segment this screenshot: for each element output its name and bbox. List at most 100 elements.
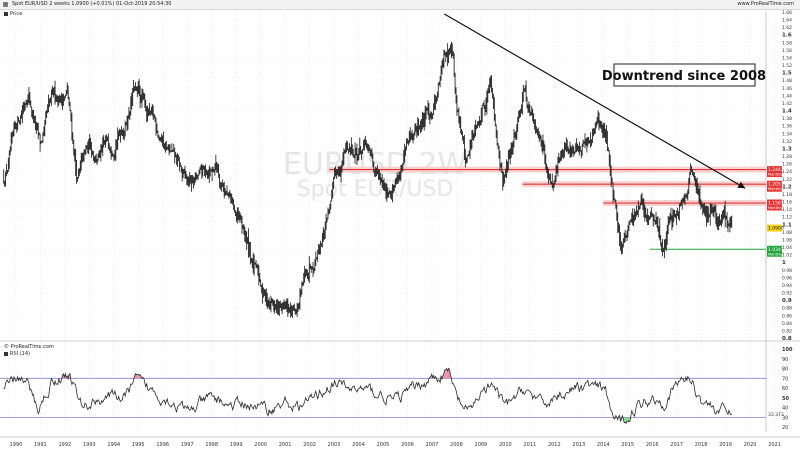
price-legend-swatch [4, 12, 8, 16]
x-tick-label: 2008 [450, 442, 463, 448]
price-tag-value: 1.2057 [768, 182, 784, 188]
window-icon[interactable] [3, 2, 8, 7]
x-tick-label: 2014 [597, 442, 610, 448]
rsi-overbought-fill [136, 374, 138, 379]
price-tick-label: 1.18 [782, 192, 792, 198]
rsi-oversold-fill [625, 417, 627, 424]
price-tick-label: 1.64 [782, 18, 792, 24]
x-axis: 1990 1991 1992 1993 1994 1995 1996 1997 1998 1999… [10, 442, 781, 448]
price-tick-label: 1.42 [782, 101, 792, 107]
x-tick-label: 2007 [426, 442, 439, 448]
annotation-text: Downtrend since 2008 [602, 69, 766, 84]
price-tag-sub: Monthly [768, 206, 783, 210]
x-tick-label: 2000 [254, 442, 267, 448]
price-bars [3, 41, 733, 318]
price-tag: 1.0900 [767, 224, 784, 232]
rsi-overbought-fill [139, 374, 141, 379]
rsi-tick-label: 100 [782, 347, 793, 353]
annotation-box-border [613, 63, 756, 87]
x-tick-label: 2011 [523, 442, 536, 448]
x-tick-label: 2020 [744, 442, 757, 448]
x-tick-label: 2010 [499, 442, 512, 448]
price-tick-label: 1.28 [782, 154, 792, 160]
price-tick-label: 1.6 [782, 33, 792, 39]
rsi-overbought-fill [444, 369, 446, 379]
x-tick-label: 1997 [181, 442, 194, 448]
price-tag-value: 1.0341 [768, 247, 784, 253]
price-tick-label: 0.9 [782, 298, 792, 304]
price-tick-label: 1.4 [782, 109, 792, 115]
annotation-box: Downtrend since 2008 [602, 63, 766, 87]
rsi-last-label: 33.373 [768, 412, 784, 418]
price-labels: 1.2443Monthly1.2057Monthly1.1561Monthly1… [767, 166, 784, 257]
watermark-line2: Spot EUR/USD [297, 177, 454, 202]
brand-link[interactable]: www.ProRealTime.com [737, 1, 794, 7]
price-tick-label: 1.34 [782, 131, 792, 137]
price-tick-label: 0.94 [782, 283, 792, 289]
rsi-tick-label: 40 [782, 406, 788, 412]
price-tick-label: 1.26 [782, 162, 792, 168]
rsi-tick-label: 30 [782, 415, 788, 421]
price-tag-value: 1.0900 [768, 226, 784, 232]
price-tick-label: 0.98 [782, 268, 792, 274]
price-tag-sub: Monthly [768, 252, 783, 256]
rsi-overbought-fill [137, 374, 139, 379]
x-tick-label: 2006 [401, 442, 414, 448]
price-tick-label: 1.58 [782, 40, 792, 46]
x-tick-label: 1999 [230, 442, 243, 448]
price-tick-label: 1.12 [782, 215, 792, 221]
price-tick-label: 1.2 [782, 184, 792, 190]
rsi-legend: © ProRealTime.com RSI (14) [4, 344, 54, 357]
trendline [443, 13, 746, 189]
price-tag-value: 1.1561 [768, 201, 784, 207]
price-tick-label: 1.32 [782, 139, 792, 145]
price-legend: Price [4, 11, 22, 17]
rsi-tick-label: 80 [782, 367, 788, 373]
price-tick-label: 1.66 [782, 10, 792, 16]
rsi-tick-label: 90 [782, 357, 788, 363]
price-tick-label: 1.36 [782, 124, 792, 130]
rsi-overbought-fill [445, 368, 447, 379]
price-tick-label: 1.52 [782, 63, 792, 69]
rsi-y-axis: 20 30 40 50 60 70 80 90 100 33.373 [768, 347, 793, 431]
rsi-oversold-fill [627, 417, 628, 422]
price-tag-sub: Monthly [768, 173, 783, 177]
chart-title: Spot EUR/USD 2 weeks 1.0900 (+0.01%) 01-… [12, 1, 172, 7]
price-tick-label: 0.88 [782, 306, 792, 312]
x-tick-label: 1990 [10, 442, 23, 448]
x-tick-label: 2009 [475, 442, 488, 448]
price-tick-label: 1.06 [782, 237, 792, 243]
x-tick-label: 2019 [719, 442, 732, 448]
price-tag-bg [767, 199, 782, 211]
rsi-tick-label: 70 [782, 376, 788, 382]
price-tick-label: 0.96 [782, 275, 792, 281]
x-tick-label: 1992 [58, 442, 71, 448]
price-tag-bg [767, 224, 782, 232]
rsi-legend-swatch [4, 352, 8, 356]
price-tick-label: 1.3 [782, 146, 792, 152]
chart-header-bar: Spot EUR/USD 2 weeks 1.0900 (+0.01%) 01-… [0, 0, 800, 10]
price-tag-sub: Monthly [768, 187, 783, 191]
x-tick-label: 1994 [107, 442, 120, 448]
trendline-arrowhead [737, 181, 746, 189]
price-legend-label: Price [10, 11, 23, 17]
rsi-tick-label: 20 [782, 425, 788, 431]
rsi-legend-label: RSI (14) [10, 351, 30, 357]
price-tag-bg [767, 180, 782, 192]
price-series [3, 41, 733, 318]
x-tick-label: 2021 [768, 442, 781, 448]
price-tag-value: 1.2443 [768, 167, 784, 173]
price-tick-label: 1.24 [782, 169, 792, 175]
rsi-line [3, 367, 732, 424]
rsi-overbought-fill [448, 368, 450, 379]
x-tick-label: 2001 [279, 442, 292, 448]
x-tick-label: 1995 [132, 442, 145, 448]
price-tick-label: 1.54 [782, 55, 792, 61]
rsi-oversold-fill [624, 417, 626, 423]
x-tick-label: 2016 [646, 442, 659, 448]
price-tick-label: 0.92 [782, 291, 792, 297]
x-tick-label: 2005 [377, 442, 390, 448]
